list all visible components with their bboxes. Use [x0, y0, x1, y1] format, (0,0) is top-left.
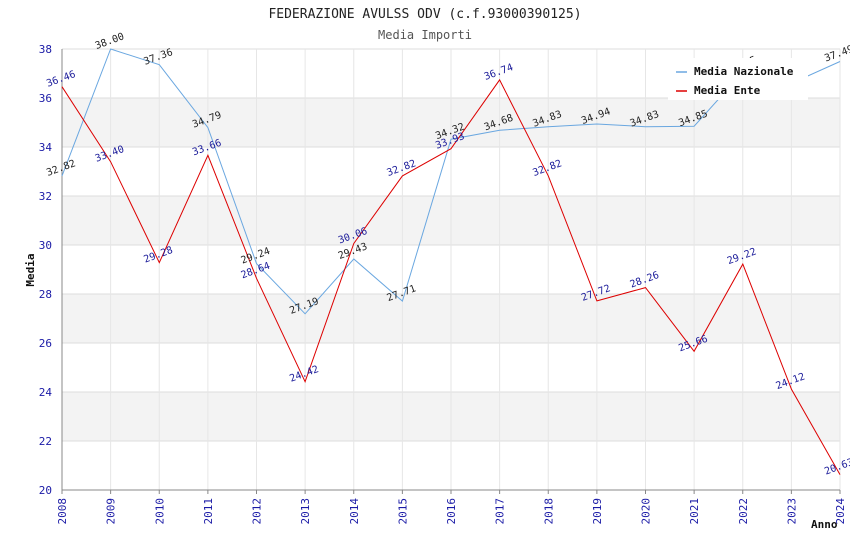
x-tick-label: 2023: [785, 498, 798, 525]
x-tick-label: 2020: [640, 498, 653, 525]
legend-label-nazionale: Media Nazionale: [694, 65, 794, 78]
series-line-ente: [61, 78, 841, 475]
y-tick-label: 30: [39, 239, 52, 252]
x-tick-label: 2017: [494, 498, 507, 525]
y-tick-label: 38: [39, 43, 52, 56]
y-tick-label: 24: [39, 386, 53, 399]
x-axis-ticks: 2008 2009 2010 2011 2012 2013 2014 2015 2016 2017…: [56, 498, 847, 525]
x-tick-label: 2010: [153, 498, 166, 525]
data-label-ente: 32.82: [385, 158, 417, 179]
x-tick-label: 2013: [299, 498, 312, 525]
data-label-ente: 20.63: [823, 457, 850, 478]
y-tick-label: 36: [39, 92, 52, 105]
legend: Media Nazionale Media Ente: [668, 58, 808, 100]
x-tick-label: 2022: [737, 498, 750, 525]
y-tick-label: 34: [39, 141, 53, 154]
data-label-nazionale: 37.49: [823, 44, 850, 65]
series-line-nazionale: [61, 48, 841, 315]
x-axis-label: Anno: [811, 518, 838, 531]
legend-label-ente: Media Ente: [694, 84, 761, 97]
y-tick-label: 28: [39, 288, 52, 301]
y-tick-label: 26: [39, 337, 52, 350]
x-tick-label: 2008: [56, 498, 69, 525]
series-lines: [61, 48, 841, 475]
y-tick-label: 22: [39, 435, 52, 448]
x-tick-label: 2009: [105, 498, 118, 525]
x-tick-label: 2011: [202, 498, 215, 525]
chart-subtitle: Media Importi: [378, 28, 472, 42]
chart-title: FEDERAZIONE AVULSS ODV (c.f.93000390125): [268, 7, 581, 22]
data-label-nazionale: 32.82: [45, 158, 77, 179]
data-label-ente: 29.22: [726, 246, 758, 267]
y-axis-label: Media: [24, 253, 37, 286]
data-label-ente: 24.42: [288, 364, 320, 385]
x-tick-label: 2012: [251, 498, 264, 525]
x-tick-label: 2016: [445, 498, 458, 525]
data-label-ente: 32.82: [531, 158, 563, 179]
x-tick-label: 2014: [348, 498, 361, 525]
x-tick-label: 2018: [542, 498, 555, 525]
data-label-ente: 36.46: [45, 69, 77, 90]
legend-background: [668, 58, 808, 100]
y-tick-label: 20: [39, 484, 52, 497]
x-tick-label: 2024: [834, 498, 847, 525]
data-label-ente: 24.12: [774, 371, 806, 392]
data-label-ente: 36.74: [483, 62, 515, 83]
axes: [61, 49, 841, 494]
x-tick-label: 2019: [591, 498, 604, 525]
y-tick-label: 32: [39, 190, 52, 203]
x-tick-label: 2015: [396, 498, 409, 525]
y-axis-ticks: 20 22 24 26 28 30 32 34 36 38: [39, 43, 53, 497]
x-tick-label: 2021: [688, 498, 701, 525]
data-label-ente: 29.28: [142, 245, 174, 266]
